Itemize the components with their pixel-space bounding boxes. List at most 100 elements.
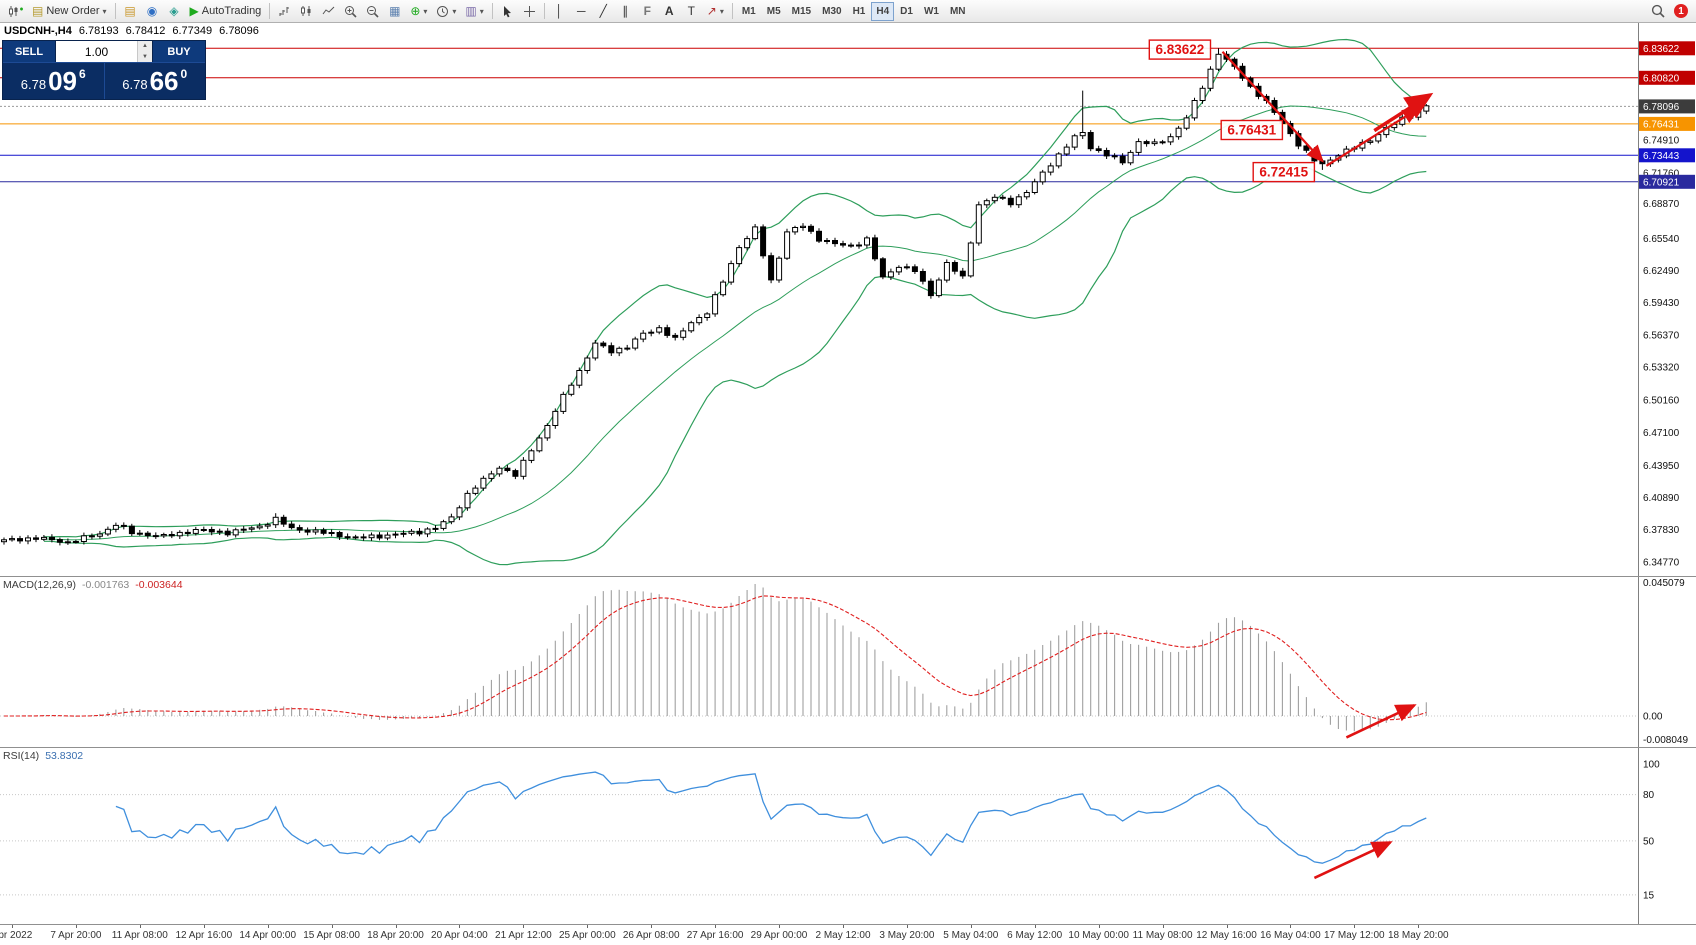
timeframe-mn[interactable]: MN [945, 2, 971, 21]
time-axis-label: 15 Apr 08:00 [303, 930, 360, 941]
time-axis-label: 5 May 04:00 [943, 930, 999, 941]
line-chart-icon[interactable] [318, 2, 339, 21]
time-axis-tick [1418, 925, 1420, 928]
profiles-icon[interactable]: ▤ [120, 2, 141, 21]
horizontal-line-icon[interactable]: ─ [571, 2, 592, 21]
price-axis-tag: 6.70921 [1643, 177, 1680, 188]
sell-price-display[interactable]: 6.78 09 6 [3, 63, 105, 99]
price-axis-tick: 6.37830 [1643, 525, 1680, 536]
autotrading-button[interactable]: ▶ AutoTrading [186, 2, 266, 21]
zoom-out-icon[interactable] [362, 2, 383, 21]
horizontal-level-lines[interactable] [0, 47, 1638, 183]
time-axis-label: 14 Apr 00:00 [239, 930, 297, 941]
new-order-icon: ▤ [32, 4, 44, 18]
chart-annotations[interactable]: 6.83622 6.76431 6.72415 [1148, 39, 1434, 183]
time-axis-tick [203, 925, 205, 928]
buy-button[interactable]: BUY [153, 41, 205, 62]
search-button[interactable] [1647, 2, 1669, 21]
price-axis-tag: 6.73443 [1643, 151, 1680, 162]
rsi-label-row: RSI(14) 53.8302 [3, 750, 83, 762]
price-axis-tick: 6.53320 [1643, 362, 1680, 373]
buy-price-head: 6.78 [122, 77, 148, 92]
trend-arrow [1373, 92, 1434, 133]
time-axis-label: 18 May 20:00 [1387, 930, 1449, 941]
time-axis-label: 29 Apr 00:00 [750, 930, 808, 941]
macd-chart-canvas[interactable]: 0.045079 0.00 -0.008049 [0, 577, 1696, 747]
time-axis-tick [970, 925, 972, 928]
new-chart-icon[interactable] [4, 2, 27, 21]
rsi-panel[interactable]: 100 80 50 15 RSI(14) 53.8302 [0, 747, 1696, 924]
rsi-chart-canvas[interactable]: 100 80 50 15 [0, 748, 1696, 924]
time-axis-label: 7 Apr 20:00 [50, 930, 102, 941]
time-axis-label: 11 Apr 08:00 [111, 930, 168, 941]
timeframe-d1[interactable]: D1 [895, 2, 918, 21]
cursor-icon[interactable] [497, 2, 518, 21]
templates-icon[interactable]: ▥ ▾ [461, 2, 487, 21]
price-axis-tick: 6.59430 [1643, 298, 1680, 309]
candlestick-chart-icon[interactable] [296, 2, 317, 21]
period-selector-icon[interactable]: ▾ [432, 2, 460, 21]
zoom-in-icon[interactable] [340, 2, 361, 21]
macd-panel[interactable]: 0.045079 0.00 -0.008049 MACD(12,26,9) -0.0… [0, 576, 1696, 747]
timeframe-w1[interactable]: W1 [919, 2, 944, 21]
navigator-icon[interactable]: ◈ [164, 2, 185, 21]
price-axis-tick: 6.47100 [1643, 428, 1680, 439]
time-axis-label: 3 May 20:00 [879, 930, 935, 941]
timeframe-m1[interactable]: M1 [737, 2, 761, 21]
notification-badge[interactable]: 1 [1674, 4, 1688, 18]
time-axis-label: Apr 2022 [0, 930, 33, 941]
time-axis-tick [1162, 925, 1164, 928]
price-axis-tag: 6.80820 [1643, 73, 1680, 84]
bar-chart-icon[interactable] [274, 2, 295, 21]
macd-axis-tick: -0.008049 [1643, 735, 1688, 746]
market-watch-icon[interactable]: ◉ [142, 2, 163, 21]
time-axis-label: 6 May 12:00 [1007, 930, 1063, 941]
candlestick-series [1, 48, 1430, 546]
price-chart-canvas[interactable]: 6.83622 6.76431 6.72415 6.83622 6.80820 6.780… [0, 23, 1696, 576]
equidistant-channel-icon[interactable]: ∥ [615, 2, 636, 21]
vertical-line-icon[interactable]: │ [549, 2, 570, 21]
rsi-line [115, 771, 1427, 864]
macd-signal-value: -0.003644 [135, 579, 183, 591]
time-axis-tick [1354, 925, 1356, 928]
time-axis-label: 26 Apr 08:00 [622, 930, 680, 941]
price-axis: 6.83622 6.80820 6.78096 6.76431 6.74910 6.734… [1639, 41, 1695, 568]
text-icon[interactable]: A [659, 2, 680, 21]
time-axis-tick [1034, 925, 1036, 928]
trend-arrow [1313, 841, 1393, 880]
tile-windows-icon[interactable]: ▦ [384, 2, 405, 21]
macd-axis-tick: 0.045079 [1643, 578, 1685, 589]
volume-down-button[interactable]: ▼ [138, 51, 152, 62]
arrows-icon[interactable]: ↗ ▾ [703, 2, 728, 21]
time-axis-tick [331, 925, 333, 928]
volume-input[interactable] [56, 41, 137, 62]
crosshair-icon[interactable] [519, 2, 540, 21]
price-annotation-text: 6.76431 [1227, 123, 1276, 138]
price-axis-tick: 6.65540 [1643, 234, 1680, 245]
timeframe-m5[interactable]: M5 [762, 2, 786, 21]
timeframe-m15[interactable]: M15 [787, 2, 816, 21]
trade-controls-row: SELL ▲ ▼ BUY [3, 41, 205, 62]
autotrading-play-icon: ▶ [189, 4, 199, 18]
sell-price-big: 09 [48, 66, 78, 96]
time-axis-label: 17 May 12:00 [1323, 930, 1385, 941]
rsi-chart-svg[interactable]: 100 80 50 15 [0, 748, 1696, 924]
main-chart-panel[interactable]: 6.83622 6.76431 6.72415 6.83622 6.80820 6.780… [0, 23, 1696, 576]
fibonacci-icon[interactable]: F [637, 2, 658, 21]
text-label-icon[interactable]: T [681, 2, 702, 21]
volume-up-button[interactable]: ▲ [138, 41, 152, 52]
new-order-button[interactable]: ▤ New Order ▾ [28, 2, 111, 21]
timeframe-m30[interactable]: M30 [817, 2, 846, 21]
ohlc-high: 6.78412 [125, 25, 166, 37]
indicators-icon[interactable]: ⊕ ▾ [406, 2, 431, 21]
buy-price-display[interactable]: 6.78 66 0 [105, 63, 206, 99]
price-axis-tag: 6.76431 [1643, 119, 1680, 130]
time-axis-label: 18 Apr 20:00 [367, 930, 424, 941]
sell-button[interactable]: SELL [3, 41, 55, 62]
trendline-icon[interactable]: ╱ [593, 2, 614, 21]
timeframe-h1[interactable]: H1 [848, 2, 871, 21]
time-axis[interactable]: Apr 2022 7 Apr 20:00 11 Apr 08:00 12 Apr 16… [0, 924, 1696, 945]
macd-chart-svg[interactable]: 0.045079 0.00 -0.008049 [0, 577, 1696, 747]
timeframe-h4[interactable]: H4 [871, 1, 895, 21]
